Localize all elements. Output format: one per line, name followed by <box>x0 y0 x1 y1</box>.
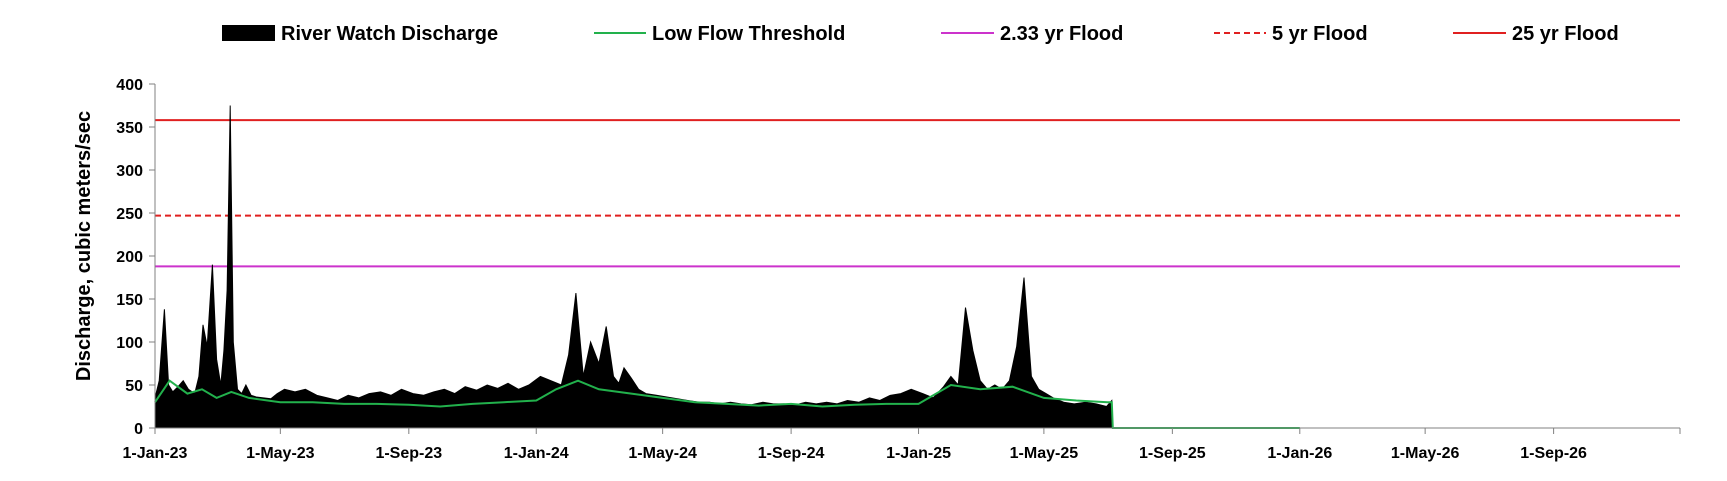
legend: River Watch Discharge Low Flow Threshold 2… <box>222 23 1619 45</box>
x-tick-label: 1-May-26 <box>1391 445 1460 462</box>
discharge-area-layer <box>154 105 1114 429</box>
x-tick-label: 1-May-23 <box>246 445 315 462</box>
legend-swatch-discharge <box>222 25 275 41</box>
discharge-area <box>154 105 1114 429</box>
y-tick-label: 400 <box>116 77 143 94</box>
low-flow-line <box>154 379 1300 429</box>
x-tick-label: 1-Sep-26 <box>1520 445 1587 462</box>
low-flow-line-layer <box>154 379 1300 429</box>
legend-label: Low Flow Threshold <box>652 23 845 45</box>
legend-label: 5 yr Flood <box>1272 23 1368 45</box>
y-tick-label: 300 <box>116 163 143 180</box>
x-tick-label: 1-Jan-25 <box>886 445 951 462</box>
y-tick-label: 250 <box>116 206 143 223</box>
x-tick-label: 1-Sep-24 <box>758 445 825 462</box>
legend-label: 2.33 yr Flood <box>1000 23 1123 45</box>
legend-label: 25 yr Flood <box>1512 23 1619 45</box>
x-tick-label: 1-May-24 <box>628 445 697 462</box>
axes: 0 50 100 150 200 250 300 350 400 1-Jan-23 1-May-23… <box>116 77 1681 462</box>
flood-lines <box>155 119 1680 268</box>
y-tick-label: 100 <box>116 335 143 352</box>
x-tick-label: 1-Sep-25 <box>1139 445 1206 462</box>
x-tick-label: 1-May-25 <box>1010 445 1079 462</box>
y-tick-label: 350 <box>116 120 143 137</box>
x-tick-label: 1-Sep-23 <box>375 445 442 462</box>
legend-label: River Watch Discharge <box>281 23 498 45</box>
y-tick-label: 0 <box>134 421 143 438</box>
y-axis-title: Discharge, cubic meters/sec <box>73 111 95 381</box>
x-tick-label: 1-Jan-26 <box>1267 445 1332 462</box>
x-tick-label: 1-Jan-24 <box>504 445 569 462</box>
x-tick-label: 1-Jan-23 <box>123 445 188 462</box>
y-tick-label: 50 <box>125 378 143 395</box>
y-tick-label: 150 <box>116 292 143 309</box>
y-tick-label: 200 <box>116 249 143 266</box>
